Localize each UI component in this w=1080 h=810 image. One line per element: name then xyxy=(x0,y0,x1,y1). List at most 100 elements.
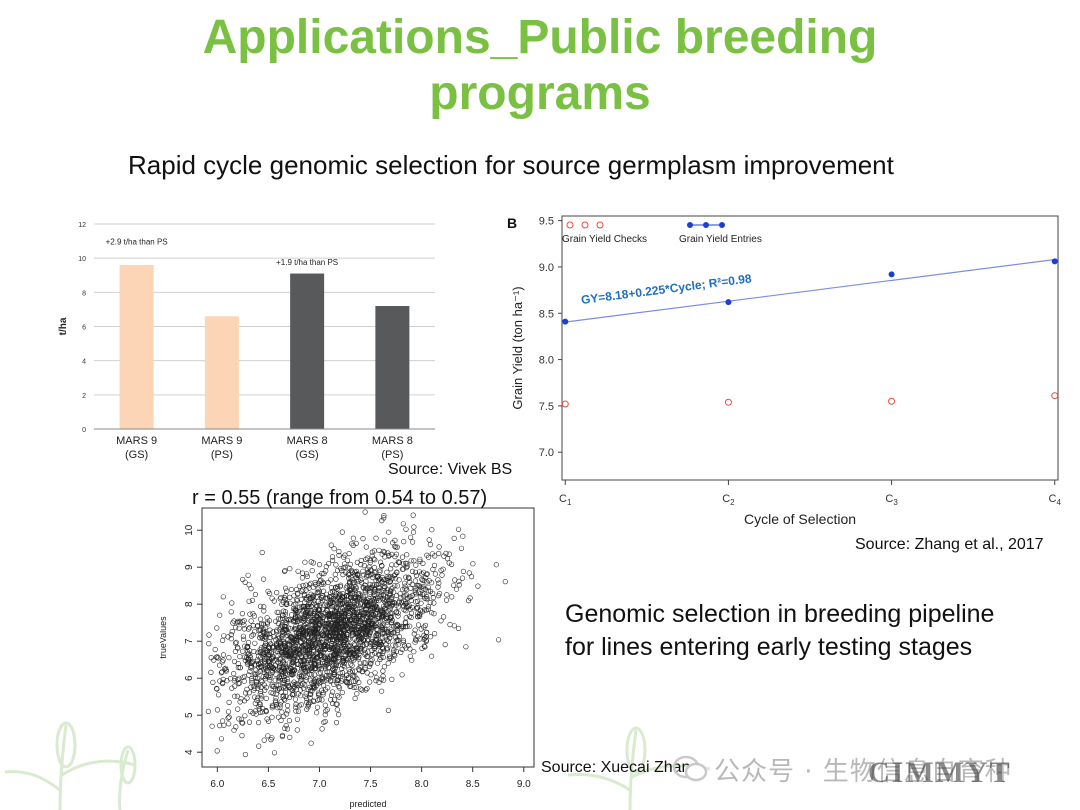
scatter-point xyxy=(260,674,266,680)
scatter-point xyxy=(282,611,288,617)
scatter-point xyxy=(274,589,280,596)
scatter-point xyxy=(337,606,343,612)
scatter-point xyxy=(311,677,317,683)
scatter-point xyxy=(279,709,285,715)
scatter-point xyxy=(380,650,386,656)
scatter-point xyxy=(421,632,427,638)
scatter-point xyxy=(410,539,416,545)
scatter-point xyxy=(333,629,339,635)
scatter-point xyxy=(395,610,401,616)
scatter-point xyxy=(228,632,234,638)
scatter-point xyxy=(282,664,288,670)
scatter-point xyxy=(250,632,256,638)
scatter-point xyxy=(339,529,345,535)
scatter-point xyxy=(364,628,371,634)
scatter-point xyxy=(334,707,340,713)
scatter-point xyxy=(348,594,354,601)
bar-category-sublabel: (GS) xyxy=(125,449,148,461)
scatter-point xyxy=(355,602,361,608)
bar-3 xyxy=(290,273,325,429)
scatter-point xyxy=(295,708,302,714)
bar-ytick-label: 4 xyxy=(82,359,86,366)
scatter-point xyxy=(398,625,404,632)
scatter-point xyxy=(291,645,297,651)
scatter-point xyxy=(285,645,291,651)
scatter-point xyxy=(380,548,386,555)
prediction-scatter-chart: 6.0 6.5 7.0 7.5 8.0 8.5 9.0 4 5 6 7 8 9 10 predicted tr… xyxy=(160,507,535,809)
scatter-point xyxy=(309,567,315,574)
scatter-point xyxy=(299,663,305,669)
scatter-point xyxy=(431,610,437,617)
scatter-point xyxy=(275,635,281,641)
scatter-point xyxy=(328,697,334,703)
scatter-point xyxy=(345,649,351,655)
scatter-point xyxy=(365,649,371,655)
scatter-point xyxy=(339,645,345,651)
scatter-point xyxy=(304,573,310,579)
scatter-point xyxy=(295,631,301,637)
scatter-point xyxy=(262,624,269,630)
scatter-point xyxy=(270,653,276,659)
scatter-point xyxy=(334,693,341,699)
scatter-point xyxy=(332,609,338,615)
scatter-point xyxy=(339,600,345,606)
scatter-point xyxy=(412,587,418,594)
scatter-point xyxy=(293,704,299,710)
scatter-point xyxy=(231,727,237,733)
scatter-point xyxy=(383,641,389,647)
scatter-point xyxy=(475,583,481,589)
scatter-point xyxy=(316,588,322,594)
scatter-point xyxy=(355,649,361,655)
scatter-point xyxy=(258,688,264,694)
scatter-point xyxy=(269,595,275,601)
scatter-point xyxy=(435,592,442,599)
scatter-point xyxy=(442,642,448,648)
scatter-point xyxy=(227,676,233,682)
scatter-point xyxy=(439,572,445,578)
scatter-point xyxy=(362,509,368,515)
scatter-point xyxy=(351,684,357,690)
scatter-point xyxy=(361,603,367,610)
scatter-point xyxy=(344,672,350,678)
scatter-point xyxy=(235,661,241,667)
scatter-point xyxy=(232,648,238,655)
scatter-point xyxy=(283,723,289,729)
scatter-point xyxy=(263,709,269,715)
scatter-point xyxy=(348,574,354,580)
scatter-point xyxy=(332,650,338,657)
scatter-point xyxy=(402,583,408,589)
scatter-point xyxy=(359,579,365,586)
wechat-icon xyxy=(672,755,708,782)
scatter-point xyxy=(357,648,363,654)
scatter-point xyxy=(413,599,419,605)
scatter-point xyxy=(362,587,368,594)
scatter-point xyxy=(449,594,455,600)
scatter-point xyxy=(333,632,339,639)
scatter-point xyxy=(242,713,248,719)
scatter-point xyxy=(261,653,267,660)
scatter-point xyxy=(370,611,376,618)
scatter-point xyxy=(373,678,379,684)
scatter-point xyxy=(381,598,387,604)
scatter-point xyxy=(261,646,267,652)
cycle-ytick-label: 7.5 xyxy=(539,401,554,413)
scatter-point xyxy=(228,636,234,642)
scatter-point xyxy=(340,571,346,578)
scatter-point xyxy=(367,661,374,667)
scatter-point xyxy=(323,591,329,597)
scatter-point xyxy=(353,684,359,690)
scatter-point xyxy=(245,655,251,661)
scatter-point xyxy=(262,629,268,636)
scatter-point xyxy=(323,623,329,629)
scatter-point xyxy=(348,661,354,667)
scatter-point xyxy=(384,587,390,593)
scatter-point xyxy=(399,554,406,560)
scatter-point xyxy=(324,638,330,644)
scatter-point xyxy=(349,672,356,678)
scatter-point xyxy=(304,571,310,577)
scatter-point xyxy=(316,662,322,668)
scatter-point xyxy=(352,668,358,674)
scatter-point xyxy=(451,623,457,629)
scatter-point xyxy=(354,648,360,654)
scatter-point xyxy=(428,634,434,640)
